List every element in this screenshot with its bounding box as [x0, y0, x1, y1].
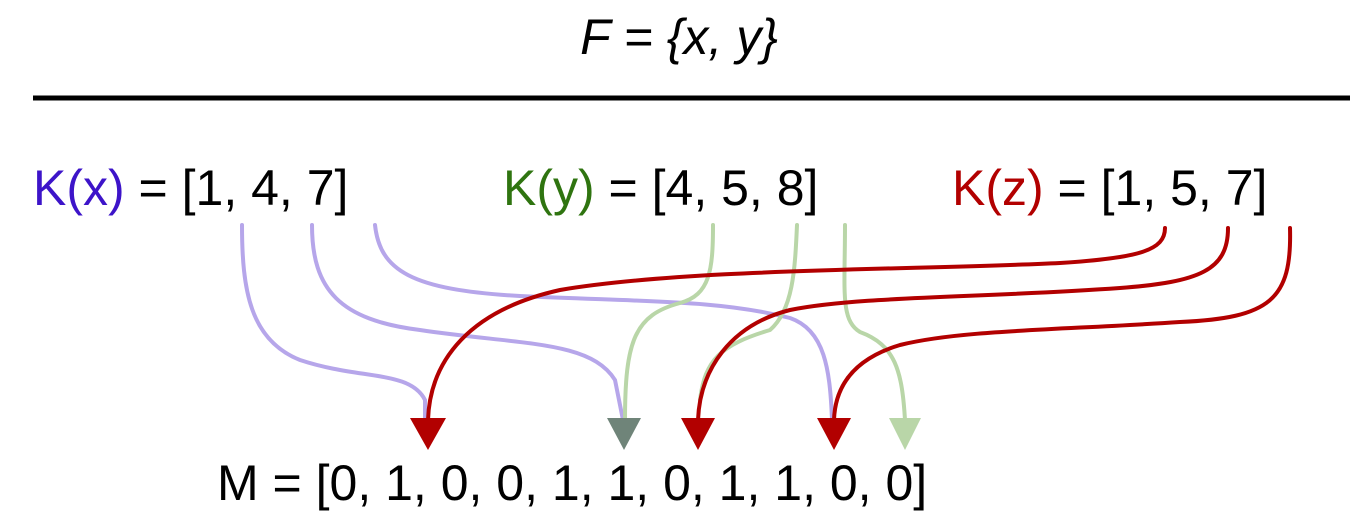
key-label-y: K(y) — [503, 160, 595, 216]
key-row-y: K(y) = [4, 5, 8] — [503, 160, 818, 216]
arrowheads — [410, 418, 921, 450]
arrows-x — [240, 223, 834, 422]
key-row-z: K(z) = [1, 5, 7] — [952, 160, 1267, 216]
key-row-x: K(x) = [1, 4, 7] — [33, 160, 348, 216]
key-values-z: [1, 5, 7] — [1101, 160, 1268, 216]
arrow-x-4 — [310, 223, 625, 422]
arrowhead-position-8 — [889, 418, 921, 450]
key-equals-y: = — [595, 160, 652, 216]
arrow-z-1 — [426, 226, 1167, 422]
result-values: [0, 1, 0, 0, 1, 1, 0, 1, 1, 0, 0] — [316, 455, 928, 511]
set-title: F = {x, y} — [580, 9, 778, 65]
key-values-x: [1, 4, 7] — [182, 160, 349, 216]
arrow-y-5 — [698, 223, 799, 402]
result-label: M — [217, 455, 259, 511]
result-equals: = — [259, 455, 316, 511]
arrowhead-position-4-overlap — [607, 418, 641, 450]
key-equals-x: = — [125, 160, 182, 216]
arrow-y-8 — [842, 223, 907, 422]
key-label-x: K(x) — [33, 160, 125, 216]
arrow-x-7 — [373, 223, 834, 422]
arrow-y-4 — [623, 223, 715, 422]
result-row: M = [0, 1, 0, 0, 1, 1, 0, 1, 1, 0, 0] — [217, 455, 927, 511]
key-values-y: [4, 5, 8] — [652, 160, 819, 216]
arrows-y — [623, 223, 907, 422]
arrowhead-position-7 — [817, 418, 851, 450]
arrowhead-position-1 — [410, 418, 446, 450]
arrows-z — [426, 226, 1293, 422]
arrowhead-position-5 — [681, 418, 715, 450]
key-equals-z: = — [1044, 160, 1101, 216]
arrow-z-5 — [696, 226, 1230, 422]
key-label-z: K(z) — [952, 160, 1044, 216]
arrow-x-1 — [240, 223, 427, 422]
arrow-z-7 — [832, 226, 1293, 422]
